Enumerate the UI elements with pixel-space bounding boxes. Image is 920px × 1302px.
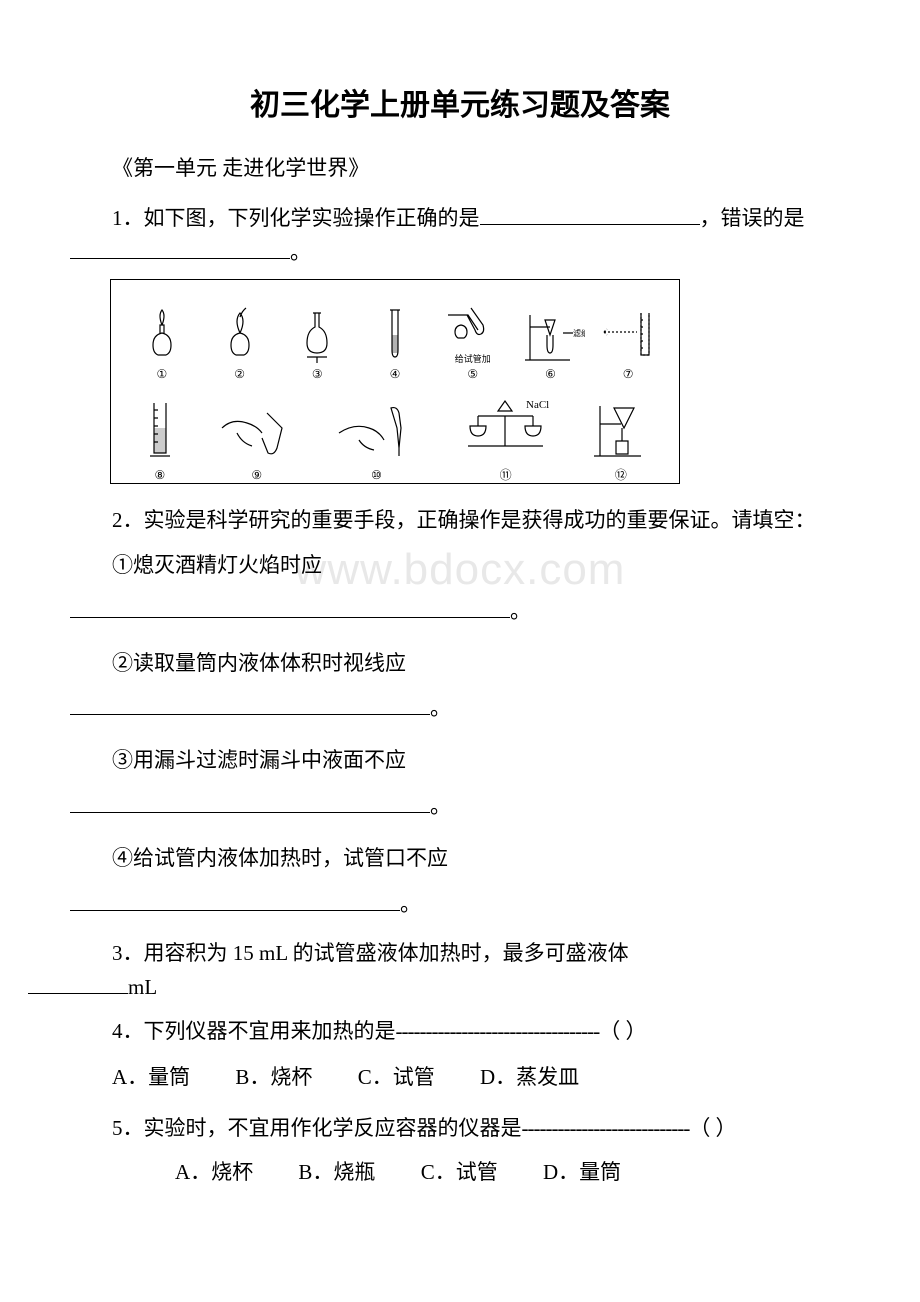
graduated-cylinder-icon [140, 398, 180, 466]
question-2-item-2: ②读取量筒内液体体积时视线应 [70, 644, 850, 684]
q5-opt-d: D．量筒 [543, 1160, 621, 1184]
figure-item-12: ⑫ [575, 396, 667, 483]
q4-text: 4．下列仪器不宜用来加热的是 [112, 1019, 396, 1043]
figure-item-10: ⑩ [317, 398, 437, 483]
nacl-label: NaCl [526, 399, 549, 411]
figure-label-8: ⑧ [123, 468, 197, 483]
figure-label-6: ⑥ [512, 367, 590, 382]
figure-item-5: 给试管加 ⑤ [434, 290, 512, 382]
question-2-item-4: ④给试管内液体加热时，试管口不应 [70, 839, 850, 879]
q1-mid: ，错误的是 [700, 206, 805, 230]
figure-row-2: ⑧ ⑨ ⑩ NaCl ⑪ ⑫ [111, 382, 679, 484]
figure-label-5: ⑤ [434, 367, 512, 382]
q2-blank-2: 。 [70, 689, 850, 729]
q4-opt-d: D．蒸发皿 [480, 1065, 579, 1089]
question-4-options: A．量筒 B．烧杯 C．试管 D．蒸发皿 [70, 1058, 850, 1098]
q2-blank-3: 。 [70, 787, 850, 827]
figure-label-11: ⑪ [436, 466, 574, 483]
figure-item-4: ④ [356, 305, 434, 382]
q5-opt-b: B．烧瓶 [298, 1160, 375, 1184]
question-2-item-3: ③用漏斗过滤时漏斗中液面不应 [70, 741, 850, 781]
question-5: 5．实验时，不宜用作化学反应容器的仪器是--------------------… [70, 1112, 850, 1146]
q2-blank-1: 。 [70, 592, 850, 632]
hand-dropper-icon [329, 398, 424, 466]
figure-label-10: ⑩ [317, 468, 437, 483]
unit-subtitle: 《第一单元 走进化学世界》 [70, 152, 850, 182]
figure-item-9: ⑨ [197, 398, 317, 483]
question-5-options: A．烧杯 B．烧瓶 C．试管 D．量筒 [70, 1153, 850, 1193]
q4-opt-a: A．量筒 [112, 1065, 190, 1089]
alcohol-lamp-lit-icon [216, 305, 264, 365]
tube-holder-heat-icon [443, 290, 503, 350]
balance-scale-icon: NaCl [448, 396, 563, 464]
lab-equipment-figure: ① ② ③ ④ 给试管加 ⑤ 滤纸 ⑥ [110, 279, 680, 484]
flask-heating-icon [293, 305, 341, 365]
figure-label-7: ⑦ [589, 367, 667, 382]
question-2-item-1: ①熄灭酒精灯火焰时应 [70, 546, 850, 586]
q1-blank-2 [70, 238, 290, 259]
page-title: 初三化学上册单元练习题及答案 [70, 80, 850, 124]
q3-text-b: mL [128, 975, 157, 999]
figure-label-12: ⑫ [575, 466, 667, 483]
question-2-intro: 2．实验是科学研究的重要手段，正确操作是获得成功的重要保证。请填空： [70, 504, 850, 538]
q5-dashes: ---------------------------- [522, 1116, 690, 1140]
figure-item-3: ③ [278, 305, 356, 382]
q3-blank [28, 973, 128, 994]
figure-item-6: 滤纸 ⑥ [512, 305, 590, 382]
figure-label-9: ⑨ [197, 468, 317, 483]
q4-opt-c: C．试管 [358, 1065, 435, 1089]
figure-row-1: ① ② ③ ④ 给试管加 ⑤ 滤纸 ⑥ [111, 280, 679, 382]
figure-item-8: ⑧ [123, 398, 197, 483]
figure-label-2: ② [201, 367, 279, 382]
graduated-cylinder-read-icon [599, 305, 657, 365]
q5-opt-c: C．试管 [421, 1160, 498, 1184]
q3-text-a: 3．用容积为 15 mL 的试管盛液体加热时，最多可盛液体 [112, 941, 629, 965]
figure-item-11: NaCl ⑪ [436, 396, 574, 483]
document-content: 初三化学上册单元练习题及答案 《第一单元 走进化学世界》 1．如下图，下列化学实… [70, 80, 850, 1193]
test-tube-icon [376, 305, 414, 365]
q5-paren: （ ） [689, 1116, 736, 1140]
question-3: 3．用容积为 15 mL 的试管盛液体加热时，最多可盛液体 mL [70, 937, 850, 1004]
q4-paren: （ ） [599, 1019, 646, 1043]
q4-dashes: ---------------------------------- [396, 1019, 600, 1043]
figure-item-2: ② [201, 305, 279, 382]
q1-blank-1 [480, 204, 700, 225]
figure-item-7: ⑦ [589, 305, 667, 382]
alcohol-lamp-icon [138, 305, 186, 365]
q1-suffix: 。 [290, 240, 311, 264]
q4-opt-b: B．烧杯 [235, 1065, 312, 1089]
figure-label-1: ① [123, 367, 201, 382]
q2-blank-4: 。 [70, 885, 850, 925]
figure-item-1: ① [123, 305, 201, 382]
q5-opt-a: A．烧杯 [175, 1160, 253, 1184]
svg-text:滤纸: 滤纸 [573, 328, 585, 338]
funnel-stand-icon [586, 396, 656, 464]
question-4: 4．下列仪器不宜用来加热的是--------------------------… [70, 1012, 850, 1052]
q5-text: 5．实验时，不宜用作化学反应容器的仪器是 [112, 1116, 522, 1140]
filter-stand-icon: 滤纸 [515, 305, 585, 365]
q1-prefix: 1．如下图，下列化学实验操作正确的是 [112, 206, 480, 230]
figure-label-4: ④ [356, 367, 434, 382]
question-1: 1．如下图，下列化学实验操作正确的是 ，错误的是。 [70, 202, 850, 269]
figure-small-label-5: 给试管加 [434, 352, 512, 365]
figure-label-3: ③ [278, 367, 356, 382]
hand-pour-icon [212, 398, 302, 466]
